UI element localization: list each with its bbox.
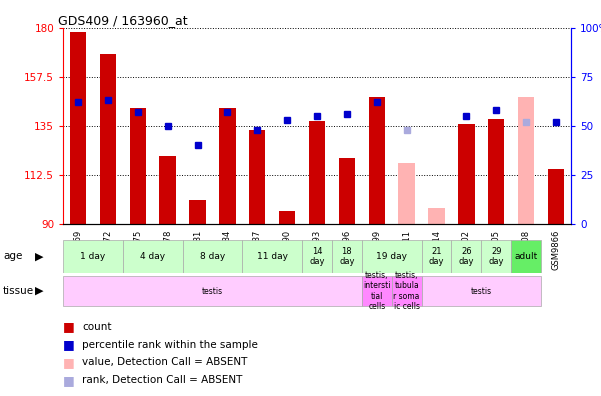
- Text: 11 day: 11 day: [257, 252, 288, 261]
- Text: ■: ■: [63, 338, 75, 351]
- Bar: [362, 276, 392, 306]
- Bar: [123, 240, 183, 272]
- Text: 18
day: 18 day: [339, 247, 355, 266]
- Text: testis,
intersti
tial
cells: testis, intersti tial cells: [363, 271, 391, 311]
- Bar: [100, 54, 116, 224]
- Text: ▶: ▶: [35, 286, 43, 296]
- Bar: [451, 240, 481, 272]
- Text: count: count: [82, 322, 112, 332]
- Text: testis: testis: [202, 287, 223, 295]
- Text: 29
day: 29 day: [489, 247, 504, 266]
- Bar: [70, 32, 87, 224]
- Text: testis,
tubula
r soma
ic cells: testis, tubula r soma ic cells: [394, 271, 420, 311]
- Bar: [518, 97, 534, 224]
- Text: rank, Detection Call = ABSENT: rank, Detection Call = ABSENT: [82, 375, 243, 385]
- Bar: [63, 240, 123, 272]
- Bar: [249, 130, 266, 224]
- Text: tissue: tissue: [3, 286, 34, 296]
- Bar: [339, 158, 355, 224]
- Bar: [429, 208, 445, 224]
- Text: 8 day: 8 day: [200, 252, 225, 261]
- Bar: [548, 169, 564, 224]
- Text: age: age: [3, 251, 22, 261]
- Text: ▶: ▶: [35, 251, 43, 261]
- Text: GDS409 / 163960_at: GDS409 / 163960_at: [58, 13, 188, 27]
- Text: adult: adult: [514, 252, 538, 261]
- Bar: [130, 109, 146, 224]
- Text: 1 day: 1 day: [81, 252, 106, 261]
- Text: 21
day: 21 day: [429, 247, 444, 266]
- Bar: [159, 156, 176, 224]
- Bar: [421, 240, 451, 272]
- Text: 19 day: 19 day: [376, 252, 407, 261]
- Bar: [332, 240, 362, 272]
- Bar: [242, 240, 302, 272]
- Bar: [219, 109, 236, 224]
- Text: ■: ■: [63, 320, 75, 333]
- Bar: [63, 276, 362, 306]
- Bar: [398, 163, 415, 224]
- Bar: [189, 200, 206, 224]
- Bar: [481, 240, 511, 272]
- Text: value, Detection Call = ABSENT: value, Detection Call = ABSENT: [82, 357, 248, 367]
- Bar: [511, 240, 541, 272]
- Bar: [302, 240, 332, 272]
- Bar: [309, 121, 325, 224]
- Text: 4 day: 4 day: [140, 252, 165, 261]
- Bar: [488, 119, 504, 224]
- Text: 26
day: 26 day: [459, 247, 474, 266]
- Text: ■: ■: [63, 374, 75, 386]
- Bar: [183, 240, 242, 272]
- Bar: [279, 211, 295, 224]
- Bar: [362, 240, 421, 272]
- Text: testis: testis: [471, 287, 492, 295]
- Bar: [421, 276, 541, 306]
- Text: percentile rank within the sample: percentile rank within the sample: [82, 339, 258, 350]
- Bar: [368, 97, 385, 224]
- Text: 14
day: 14 day: [310, 247, 325, 266]
- Bar: [458, 124, 475, 224]
- Text: ■: ■: [63, 356, 75, 369]
- Bar: [392, 276, 421, 306]
